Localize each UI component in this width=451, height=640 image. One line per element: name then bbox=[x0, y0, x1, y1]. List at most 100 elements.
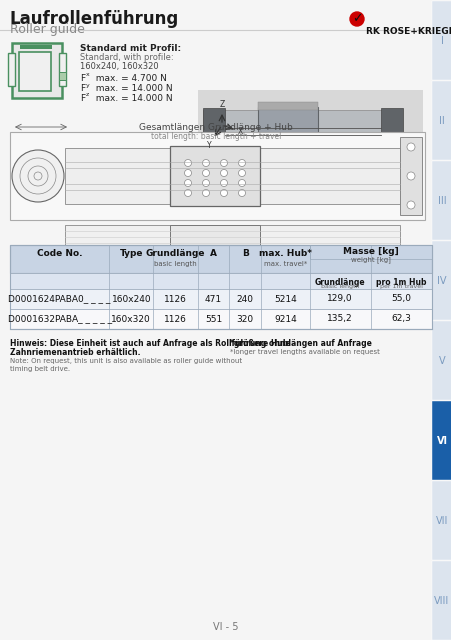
Text: A: A bbox=[210, 250, 216, 259]
Circle shape bbox=[238, 170, 245, 177]
Bar bbox=[380, 108, 402, 152]
Text: Y: Y bbox=[207, 141, 212, 150]
Text: F: F bbox=[80, 94, 85, 103]
Bar bbox=[258, 107, 318, 162]
Bar bbox=[198, 90, 422, 160]
Text: z: z bbox=[85, 93, 88, 97]
Text: ✓: ✓ bbox=[351, 13, 361, 26]
Circle shape bbox=[202, 179, 209, 186]
Text: max. = 14.000 N: max. = 14.000 N bbox=[90, 84, 172, 93]
Text: 129,0: 129,0 bbox=[327, 294, 352, 303]
Bar bbox=[10, 289, 431, 309]
Text: 5214: 5214 bbox=[273, 294, 296, 303]
Bar bbox=[431, 481, 451, 560]
Bar bbox=[20, 45, 52, 49]
Bar bbox=[202, 108, 225, 152]
Text: V: V bbox=[438, 355, 444, 365]
Text: IV: IV bbox=[436, 275, 446, 285]
Bar bbox=[10, 245, 431, 273]
Bar bbox=[8, 53, 15, 86]
Text: 471: 471 bbox=[205, 294, 222, 303]
Text: Z: Z bbox=[219, 100, 224, 109]
Bar bbox=[431, 401, 451, 480]
Text: y: y bbox=[85, 83, 89, 88]
Text: 160x320: 160x320 bbox=[111, 314, 151, 323]
Text: 551: 551 bbox=[205, 314, 222, 323]
Circle shape bbox=[184, 179, 191, 186]
Circle shape bbox=[238, 179, 245, 186]
Text: 1126: 1126 bbox=[164, 294, 187, 303]
Bar bbox=[12, 43, 62, 98]
Text: timing belt drive.: timing belt drive. bbox=[10, 366, 70, 372]
Text: 160x240: 160x240 bbox=[111, 294, 151, 303]
Bar bbox=[10, 309, 431, 329]
Circle shape bbox=[184, 159, 191, 166]
Text: D0001632PABA_ _ _ _ _: D0001632PABA_ _ _ _ _ bbox=[8, 314, 111, 323]
Circle shape bbox=[406, 201, 414, 209]
Text: D0001624PABA0_ _ _ _: D0001624PABA0_ _ _ _ bbox=[9, 294, 110, 303]
Text: *größere Hublängen auf Anfrage: *größere Hublängen auf Anfrage bbox=[230, 339, 371, 348]
Circle shape bbox=[202, 159, 209, 166]
Circle shape bbox=[220, 159, 227, 166]
Bar bbox=[10, 132, 424, 220]
Text: 135,2: 135,2 bbox=[327, 314, 352, 323]
Bar bbox=[65, 148, 399, 204]
Bar bbox=[431, 81, 451, 160]
Bar bbox=[10, 273, 431, 289]
Bar bbox=[59, 53, 66, 86]
Text: 55,0: 55,0 bbox=[391, 294, 410, 303]
Bar bbox=[59, 72, 66, 80]
Text: x: x bbox=[85, 72, 89, 77]
Text: Gesamtlängen Grundlänge + Hub: Gesamtlängen Grundlänge + Hub bbox=[139, 123, 292, 132]
Text: Masse [kg]: Masse [kg] bbox=[342, 248, 398, 257]
Text: VIII: VIII bbox=[433, 595, 449, 605]
Text: weight [kg]: weight [kg] bbox=[350, 257, 390, 264]
Text: VII: VII bbox=[435, 515, 447, 525]
Text: RK ROSE+KRIEGER: RK ROSE+KRIEGER bbox=[365, 27, 451, 36]
Text: II: II bbox=[438, 115, 444, 125]
Circle shape bbox=[220, 170, 227, 177]
Text: Standard, with profile:: Standard, with profile: bbox=[80, 53, 173, 62]
Text: 160x240, 160x320: 160x240, 160x320 bbox=[80, 62, 158, 71]
Bar bbox=[170, 146, 259, 206]
Text: 1126: 1126 bbox=[164, 314, 187, 323]
Bar bbox=[431, 561, 451, 640]
Text: F: F bbox=[80, 84, 85, 93]
Text: Roller guide: Roller guide bbox=[10, 23, 85, 36]
Bar bbox=[170, 225, 259, 257]
Circle shape bbox=[184, 189, 191, 196]
Text: max. travel*: max. travel* bbox=[263, 261, 306, 267]
Bar bbox=[65, 225, 399, 249]
Circle shape bbox=[406, 172, 414, 180]
Circle shape bbox=[220, 179, 227, 186]
Text: Type: Type bbox=[120, 250, 143, 259]
Bar bbox=[399, 137, 421, 215]
Text: max. Hub*: max. Hub* bbox=[258, 250, 311, 259]
Text: 320: 320 bbox=[236, 314, 253, 323]
Text: Laufrollenführung: Laufrollenführung bbox=[10, 10, 179, 28]
Circle shape bbox=[202, 170, 209, 177]
Text: Hinweis: Diese Einheit ist auch auf Anfrage als Rollführung ohne: Hinweis: Diese Einheit ist auch auf Anfr… bbox=[10, 339, 290, 348]
Bar bbox=[202, 110, 387, 140]
Circle shape bbox=[238, 189, 245, 196]
Text: I: I bbox=[440, 35, 442, 45]
Text: B: B bbox=[241, 250, 248, 259]
Text: X: X bbox=[238, 127, 243, 136]
Text: basic length: basic length bbox=[154, 261, 197, 267]
Text: Note: On request, this unit is also available as roller guide without: Note: On request, this unit is also avai… bbox=[10, 358, 242, 364]
Text: F: F bbox=[80, 74, 85, 83]
Text: max. = 14.000 N: max. = 14.000 N bbox=[90, 94, 172, 103]
Text: VI - 5: VI - 5 bbox=[213, 622, 238, 632]
Text: 62,3: 62,3 bbox=[391, 314, 410, 323]
Text: III: III bbox=[437, 195, 445, 205]
Text: Grundlänge: Grundlänge bbox=[314, 278, 365, 287]
Text: per 1m travel: per 1m travel bbox=[379, 284, 422, 289]
Circle shape bbox=[184, 170, 191, 177]
Bar bbox=[10, 245, 431, 329]
Text: max. = 4.700 N: max. = 4.700 N bbox=[90, 74, 166, 83]
Text: basic length: basic length bbox=[320, 284, 359, 289]
Bar bbox=[309, 245, 431, 259]
Circle shape bbox=[202, 189, 209, 196]
Text: *longer travel lengths available on request: *longer travel lengths available on requ… bbox=[230, 349, 379, 355]
Bar bbox=[258, 102, 318, 110]
